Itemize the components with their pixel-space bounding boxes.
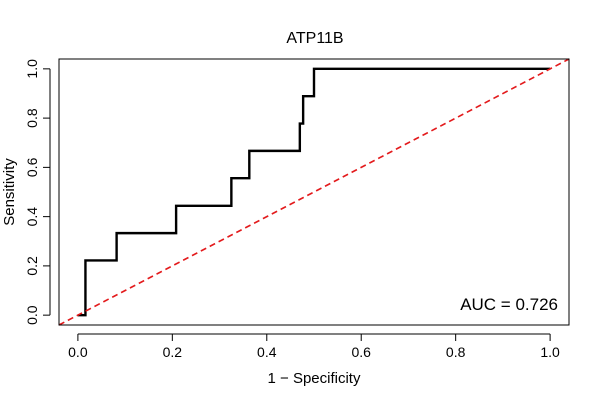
x-axis: 0.0 0.2 0.4 0.6 0.8 1.0	[68, 333, 560, 360]
roc-curve-line	[77, 67, 551, 317]
y-axis: 0.0 0.2 0.4 0.6 0.8 1.0	[24, 59, 51, 325]
x-tick-label: 0.2	[163, 344, 183, 360]
chart-title: ATP11B	[286, 30, 343, 47]
reference-diagonal-line	[58, 58, 570, 326]
x-tick-label: 1.0	[540, 344, 560, 360]
x-axis-title: 1 − Specificity	[268, 370, 361, 387]
x-tick-label: 0.4	[257, 344, 277, 360]
y-tick-label: 0.8	[24, 108, 40, 128]
y-tick-label: 0.0	[24, 305, 40, 325]
y-tick-label: 0.6	[24, 157, 40, 177]
x-tick-label: 0.0	[68, 344, 88, 360]
y-axis-title: Sensitivity	[1, 158, 18, 226]
x-tick-label: 0.8	[446, 344, 466, 360]
plot-frame	[58, 58, 570, 326]
x-tick-label: 0.6	[351, 344, 371, 360]
auc-annotation: AUC = 0.726	[460, 295, 558, 314]
y-tick-label: 0.2	[24, 256, 40, 276]
y-tick-label: 1.0	[24, 59, 40, 79]
y-tick-label: 0.4	[24, 207, 40, 227]
plot-layer	[58, 58, 570, 326]
